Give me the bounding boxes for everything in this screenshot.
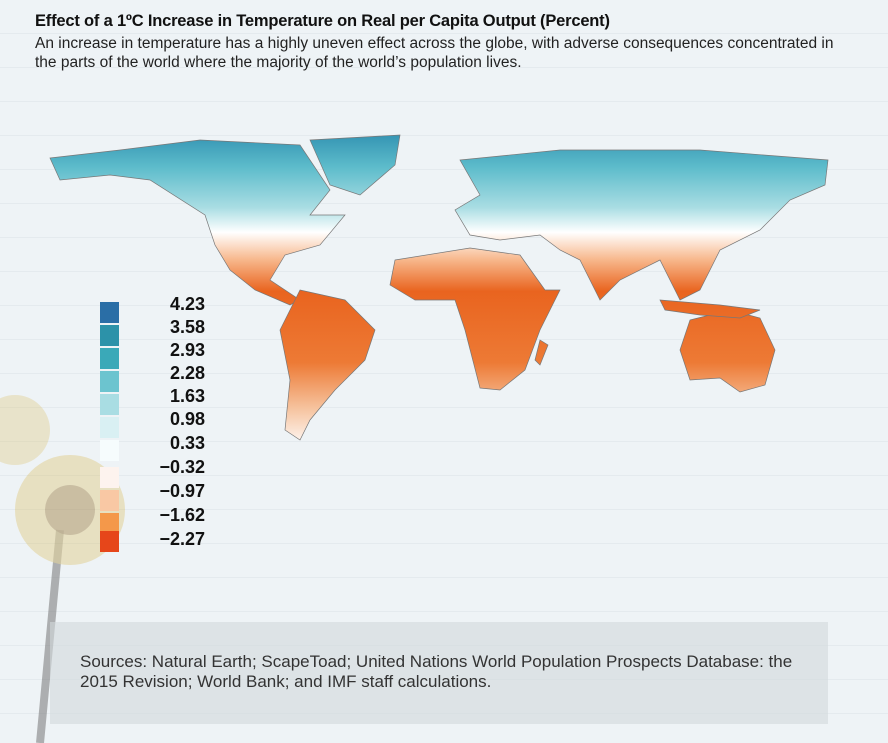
legend-label: 0.33 xyxy=(169,433,205,453)
sources-box: Sources: Natural Earth; ScapeToad; Unite… xyxy=(50,622,828,724)
legend-swatch xyxy=(100,348,119,369)
legend-label: −0.97 xyxy=(159,481,205,501)
africa xyxy=(389,247,561,391)
north-america xyxy=(49,139,346,306)
legend-swatch xyxy=(100,513,119,534)
indonesia xyxy=(659,299,761,319)
legend-swatch xyxy=(100,302,119,323)
legend-label: 0.98 xyxy=(169,409,205,429)
legend-swatch xyxy=(100,440,119,461)
legend-label: 1.63 xyxy=(169,386,205,406)
chart-subtitle: An increase in temperature has a highly … xyxy=(35,35,834,71)
greenland xyxy=(309,134,401,196)
legend-label: −0.32 xyxy=(159,457,205,477)
madagascar xyxy=(534,339,549,366)
legend-label: 2.28 xyxy=(169,363,205,383)
legend-label: 3.58 xyxy=(169,317,205,337)
legend-swatch xyxy=(100,490,119,511)
legend-swatch xyxy=(100,394,119,415)
legend-swatch xyxy=(100,467,119,488)
legend-swatch xyxy=(100,371,119,392)
legend-label: 4.23 xyxy=(169,294,205,314)
sunflower-illustration xyxy=(0,395,125,743)
legend-label: 2.93 xyxy=(169,340,205,360)
south-america xyxy=(279,289,376,441)
legend-swatch xyxy=(100,531,119,552)
chart-title: Effect of a 1ºC Increase in Temperature … xyxy=(35,12,610,30)
legend-swatch xyxy=(100,325,119,346)
sources-text: Sources: Natural Earth; ScapeToad; Unite… xyxy=(80,652,793,691)
eurasia xyxy=(454,149,829,301)
legend-label: −1.62 xyxy=(159,505,205,525)
legend-label: −2.27 xyxy=(159,529,205,549)
australia xyxy=(679,309,776,393)
legend-swatch xyxy=(100,417,119,438)
